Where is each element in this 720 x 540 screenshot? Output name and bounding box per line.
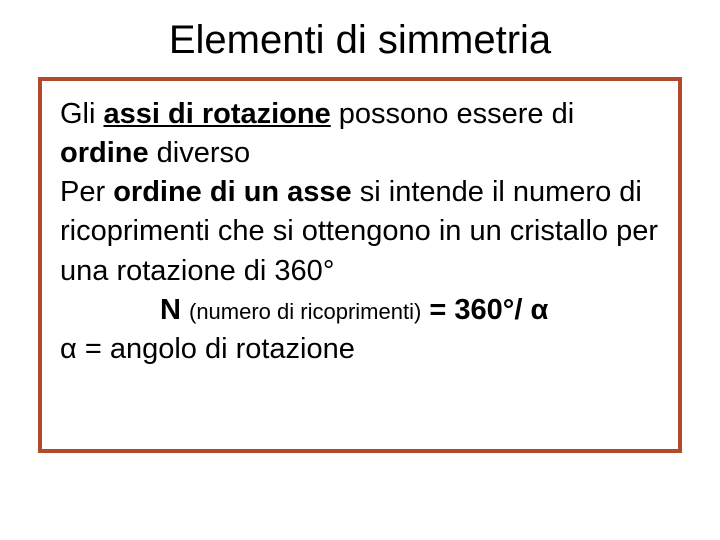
content-box: Gli assi di rotazione possono essere di … [38, 77, 682, 453]
formula-rest: = 360°/ α [421, 294, 548, 326]
slide-title: Elementi di simmetria [0, 0, 720, 77]
text-span: Per [60, 176, 113, 208]
paragraph-2: Per ordine di un asse si intende il nume… [60, 173, 660, 290]
text-span: Gli [60, 98, 104, 130]
text-bold: ordine [60, 137, 149, 169]
formula-paren: (numero di ricoprimenti) [189, 299, 421, 324]
text-span: diverso [149, 137, 251, 169]
text-span: possono essere di [331, 98, 574, 130]
formula-line: N (numero di ricoprimenti) = 360°/ α [60, 291, 660, 330]
paragraph-1: Gli assi di rotazione possono essere di … [60, 95, 660, 173]
formula-n: N [160, 294, 189, 326]
paragraph-3: α = angolo di rotazione [60, 330, 660, 369]
text-bold: ordine di un asse [113, 176, 352, 208]
text-bold-underline: assi di rotazione [104, 98, 331, 130]
